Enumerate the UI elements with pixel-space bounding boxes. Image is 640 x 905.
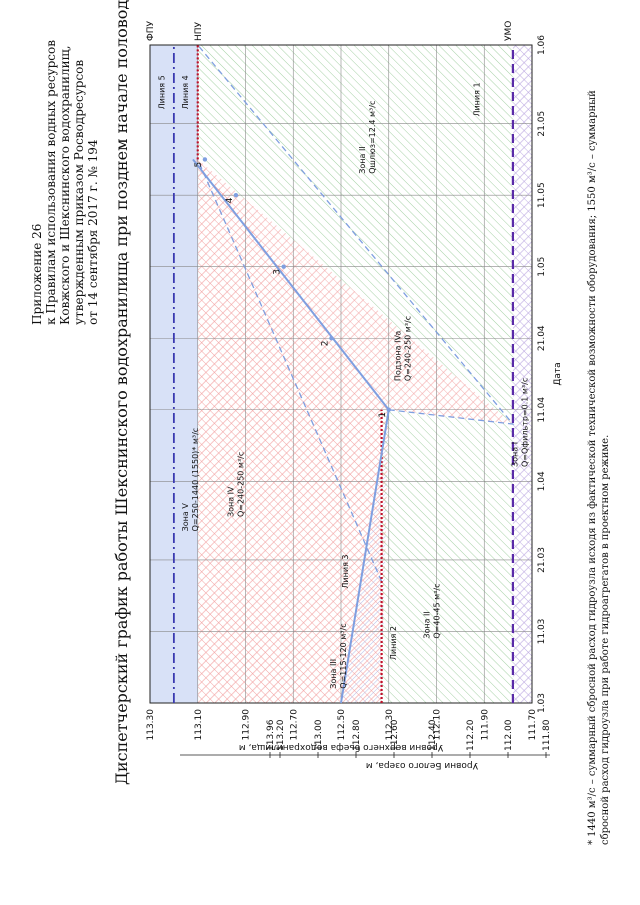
y2-tick-label: 112.60 xyxy=(390,719,400,751)
x-tick-label: 11.04 xyxy=(537,397,547,423)
zone-value-2: Q=40-45 м³/с xyxy=(432,584,441,639)
point-label-3: 3 xyxy=(273,269,283,275)
zone-value-3: Qшлюз=12.4 м³/с xyxy=(368,101,377,174)
zone-value-4: Q=115-120 м³/с xyxy=(339,623,348,688)
y-tick-label: 112.10 xyxy=(433,709,443,741)
zone-label-7: Зона V xyxy=(181,503,190,532)
y2-tick-label: 112.00 xyxy=(504,719,514,751)
series-label-3: Линия 3 xyxy=(341,554,350,588)
x-tick-label: 1.04 xyxy=(537,471,547,491)
series-label-4: Линия 4 xyxy=(181,75,190,109)
zone-value-6: Q=240-250 м³/с xyxy=(404,316,413,381)
zone-ii-left-fill xyxy=(381,409,513,703)
y-tick-label: 112.50 xyxy=(337,709,347,741)
x-tick-label: 1.03 xyxy=(537,693,547,713)
x-tick-label: 21.04 xyxy=(537,325,547,351)
y-tick-label: 112.70 xyxy=(289,709,299,741)
series-label-5: Линия 5 xyxy=(157,75,166,109)
level-label-npu: НПУ xyxy=(194,21,204,41)
y-tick-label: 113.30 xyxy=(146,709,156,741)
series-label-1: Линия 1 xyxy=(472,82,481,116)
x-tick-label: 21.03 xyxy=(537,547,547,573)
point-1 xyxy=(386,407,391,412)
x-tick-label: 21.05 xyxy=(537,111,547,137)
zone-value-1: Q=Qфильтр=0.1 м³/с xyxy=(521,378,530,467)
y-tick-label: 112.30 xyxy=(385,709,395,741)
y2-tick-label: 112.40 xyxy=(428,719,438,751)
point-label-1: 1 xyxy=(378,412,388,418)
zone-i-fill xyxy=(512,45,533,703)
point-label-5: 5 xyxy=(194,162,204,168)
y-tick-label: 113.10 xyxy=(194,709,204,741)
boundary-dashed-lower xyxy=(197,44,515,425)
series-label-2: Линия 2 xyxy=(389,626,398,660)
point-label-2: 2 xyxy=(320,341,330,347)
y2-tick-label: 113.96 xyxy=(266,719,276,751)
y2-tick-label: 113.00 xyxy=(314,719,324,751)
x-tick-label: 11.03 xyxy=(537,619,547,645)
y2-tick-label: 112.80 xyxy=(352,719,362,751)
zone-label-5: Зона IV xyxy=(227,486,236,517)
zone-iva-fill xyxy=(192,159,513,425)
x-axis-title: Дата xyxy=(553,362,563,385)
y2-tick-label: 112.20 xyxy=(466,719,476,751)
zone-label-2: Зона II xyxy=(422,611,431,638)
x-tick-label: 11.05 xyxy=(537,182,547,208)
boundary-dashed-upper xyxy=(197,159,383,582)
zone-value-5: Q=240-250 м³/с xyxy=(237,452,246,517)
level-label-fpu: ФПУ xyxy=(146,20,156,41)
point-2 xyxy=(329,336,334,341)
y-axis-title: Уровни верхнего бьефа водохранилища, м xyxy=(239,742,443,752)
point-4 xyxy=(233,192,239,198)
y2-tick-label: 113.20 xyxy=(276,719,286,751)
x-tick-label: 1.06 xyxy=(537,35,547,55)
y-tick-label: 112.90 xyxy=(242,709,252,741)
point-label-4: 4 xyxy=(225,197,235,203)
level-label-umo: УМО xyxy=(504,21,514,41)
zone-label-4: Зона III xyxy=(329,659,338,689)
zone-value-7: Q=250-1440 (1550)* м³/с xyxy=(191,428,200,532)
point-5 xyxy=(202,157,208,162)
point-3 xyxy=(281,264,286,269)
zone-label-3: Зона II xyxy=(358,146,367,173)
footnote: * 1440 м³/с – суммарный сбросной расход … xyxy=(587,90,611,845)
y-tick-label: 111.90 xyxy=(480,709,490,741)
y2-axis-title: Уровни Белого озера, м xyxy=(366,760,478,770)
y-tick-label: 111.70 xyxy=(528,709,538,741)
y2-tick-label: 111.80 xyxy=(542,719,552,751)
zone-label-1: Зона I xyxy=(511,442,520,467)
x-tick-label: 1.05 xyxy=(537,257,547,277)
zone-label-6: Подзона IVa xyxy=(394,331,403,381)
